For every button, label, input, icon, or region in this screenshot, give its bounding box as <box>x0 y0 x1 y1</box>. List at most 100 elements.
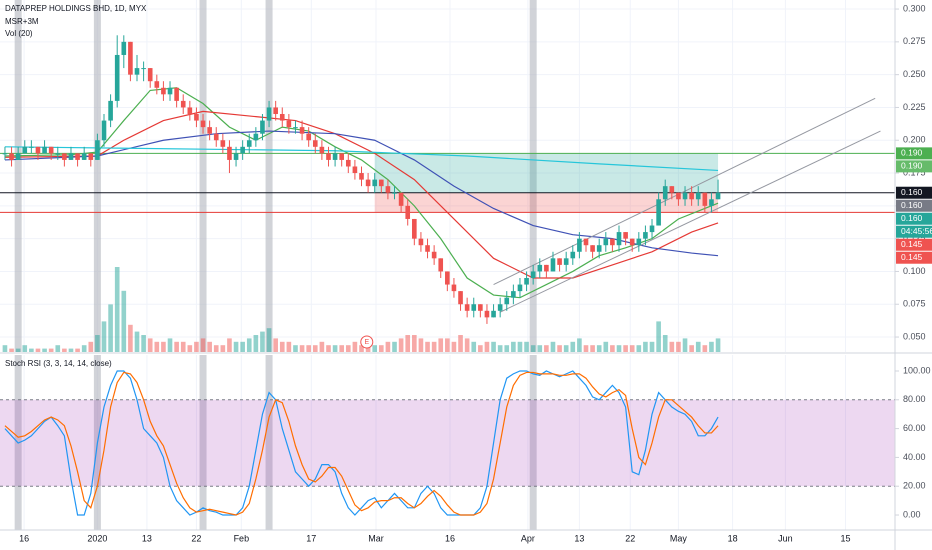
candle-body <box>22 146 28 154</box>
candle-body <box>266 107 272 121</box>
volume-bar <box>649 341 655 352</box>
volume-bar <box>161 341 166 352</box>
volume-bar <box>550 341 556 352</box>
volume-bar <box>88 341 94 352</box>
volume-bar <box>451 341 457 352</box>
volume-bar <box>62 348 67 352</box>
candle-body <box>445 271 450 285</box>
volume-bar <box>339 345 345 352</box>
candle-body <box>147 68 153 82</box>
volume-bar <box>101 321 107 352</box>
volume-bar <box>68 348 74 352</box>
moving-average <box>4 110 719 279</box>
candle-body <box>504 297 510 305</box>
volume-bar <box>511 341 516 352</box>
volume-bar <box>279 341 285 352</box>
candle-body <box>306 133 311 141</box>
y-tick-label: 80.00 <box>903 394 926 404</box>
volume-bar <box>478 345 483 352</box>
volume-bar <box>418 338 424 352</box>
volume-bar <box>253 335 259 352</box>
candle-body <box>326 153 331 160</box>
volume-bar <box>306 345 311 352</box>
y-tick-label: 0.300 <box>903 3 926 13</box>
candle-body <box>583 238 589 246</box>
volume-bar <box>656 321 661 352</box>
y-tick-label: 0.250 <box>903 69 926 79</box>
volume-bar <box>491 341 496 352</box>
candle-body <box>511 291 516 298</box>
x-tick-label: 13 <box>142 533 152 543</box>
volume-bar <box>319 341 325 352</box>
candle-body <box>240 146 245 154</box>
price-tag <box>896 251 932 264</box>
candle-body <box>332 153 338 160</box>
candle-body <box>451 284 457 292</box>
candle-body <box>194 114 199 121</box>
candle-body <box>662 186 668 200</box>
profit-zone <box>374 153 719 193</box>
x-tick-label: Mar <box>368 533 384 543</box>
candle-body <box>563 258 569 265</box>
candle-body <box>695 192 701 200</box>
highlight-bar <box>265 0 273 352</box>
candle-body <box>392 192 397 194</box>
volume-bar <box>240 341 245 352</box>
candle-body <box>603 238 609 246</box>
volume-bar <box>81 345 87 352</box>
volume-bar <box>603 341 609 352</box>
candle-body <box>524 278 529 285</box>
volume-bar <box>385 341 391 352</box>
candle-body <box>286 120 292 128</box>
volume-bar <box>484 341 490 352</box>
candle-body <box>299 127 305 134</box>
volume-bar <box>709 341 714 352</box>
candle-body <box>636 238 642 246</box>
candle-body <box>550 258 556 272</box>
volume-bar <box>662 335 668 352</box>
candle-body <box>213 133 219 141</box>
y-tick-label: 40.00 <box>903 452 926 462</box>
candle-body <box>293 127 298 129</box>
x-tick-label: Apr <box>521 533 535 543</box>
price-tag <box>896 225 932 238</box>
volume-bar <box>29 348 34 352</box>
volume-bar <box>689 345 694 352</box>
x-tick-label: 16 <box>19 533 29 543</box>
volume-bar <box>398 338 404 352</box>
candle-body <box>491 310 496 318</box>
volume-bar <box>35 348 41 352</box>
candle-body <box>418 238 424 246</box>
candle-body <box>48 146 54 154</box>
volume-bar <box>108 304 113 352</box>
price-tag <box>896 160 932 173</box>
volume-bar <box>345 345 351 352</box>
x-tick-label: 15 <box>840 533 850 543</box>
indicator-label: MSR+3M <box>5 17 39 26</box>
loss-zone <box>374 192 719 213</box>
candle-body <box>352 166 358 174</box>
candle-body <box>669 186 675 193</box>
volume-bar <box>425 341 430 352</box>
trend-line <box>493 97 876 286</box>
highlight-bar <box>529 0 537 352</box>
candle-body <box>55 153 61 155</box>
volume-bar <box>326 345 331 352</box>
volume-bar <box>352 341 358 352</box>
volume-bar <box>365 345 371 352</box>
highlight-bar <box>199 0 207 352</box>
volume-bar <box>392 341 397 352</box>
volume-bar <box>623 345 628 352</box>
volume-bar <box>616 345 622 352</box>
candle-body <box>81 153 87 160</box>
candle-body <box>253 133 259 141</box>
volume-bar <box>471 341 477 352</box>
x-tick-label: 18 <box>728 533 738 543</box>
volume-bar <box>405 335 411 352</box>
candle-body <box>365 179 371 187</box>
volume-bar <box>702 345 708 352</box>
volume-bar <box>372 345 378 352</box>
volume-bar <box>180 341 186 352</box>
candle-body <box>570 251 576 259</box>
